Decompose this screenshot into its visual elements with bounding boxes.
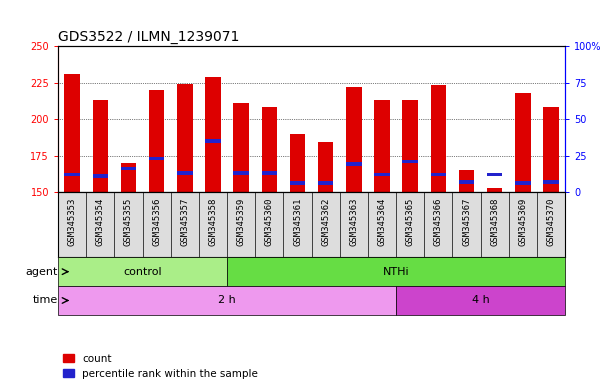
Text: GSM345356: GSM345356 xyxy=(152,197,161,246)
Text: GSM345364: GSM345364 xyxy=(378,197,387,246)
Bar xyxy=(149,157,164,160)
Bar xyxy=(262,108,277,192)
Bar xyxy=(515,181,531,185)
Bar xyxy=(459,170,474,192)
Bar xyxy=(346,87,362,192)
Text: GSM345367: GSM345367 xyxy=(462,197,471,246)
Bar xyxy=(177,84,192,192)
Text: GSM345361: GSM345361 xyxy=(293,197,302,246)
Text: GSM345369: GSM345369 xyxy=(518,197,527,246)
Bar xyxy=(290,181,306,185)
Bar xyxy=(92,174,108,178)
Text: GSM345357: GSM345357 xyxy=(180,197,189,246)
Text: GSM345362: GSM345362 xyxy=(321,197,330,246)
Text: GSM345368: GSM345368 xyxy=(490,197,499,246)
Bar xyxy=(233,103,249,192)
Bar xyxy=(58,286,396,315)
Bar xyxy=(177,171,192,175)
Text: GSM345366: GSM345366 xyxy=(434,197,443,246)
Bar xyxy=(205,139,221,143)
Bar xyxy=(431,86,446,192)
Text: GSM345355: GSM345355 xyxy=(124,197,133,246)
Bar xyxy=(262,171,277,175)
Bar xyxy=(227,257,565,286)
Bar xyxy=(543,108,559,192)
Text: GSM345363: GSM345363 xyxy=(349,197,359,246)
Text: GSM345354: GSM345354 xyxy=(96,197,105,246)
Bar xyxy=(64,74,80,192)
Bar xyxy=(403,100,418,192)
Bar xyxy=(121,167,136,170)
Text: control: control xyxy=(123,266,162,277)
Bar xyxy=(375,173,390,176)
Bar xyxy=(431,173,446,176)
Bar xyxy=(149,90,164,192)
Bar xyxy=(121,163,136,192)
Bar xyxy=(346,162,362,166)
Bar xyxy=(396,286,565,315)
Text: GSM345370: GSM345370 xyxy=(547,197,555,246)
Text: NTHi: NTHi xyxy=(383,266,409,277)
Bar xyxy=(205,77,221,192)
Text: agent: agent xyxy=(26,266,58,277)
Text: 4 h: 4 h xyxy=(472,295,489,306)
Text: GSM345359: GSM345359 xyxy=(236,197,246,246)
Bar xyxy=(403,159,418,163)
Text: 2 h: 2 h xyxy=(218,295,236,306)
Text: GSM345360: GSM345360 xyxy=(265,197,274,246)
Text: GSM345353: GSM345353 xyxy=(68,197,76,246)
Bar xyxy=(515,93,531,192)
Bar xyxy=(290,134,306,192)
Bar xyxy=(92,100,108,192)
Text: time: time xyxy=(33,295,58,306)
Bar xyxy=(487,188,502,192)
Bar xyxy=(375,100,390,192)
Bar xyxy=(318,142,334,192)
Text: GSM345358: GSM345358 xyxy=(208,197,218,246)
Bar xyxy=(459,180,474,184)
Bar xyxy=(318,181,334,185)
Bar xyxy=(233,171,249,175)
Legend: count, percentile rank within the sample: count, percentile rank within the sample xyxy=(64,354,258,379)
Bar xyxy=(543,180,559,184)
Text: GSM345365: GSM345365 xyxy=(406,197,415,246)
Bar xyxy=(58,257,227,286)
Bar xyxy=(64,173,80,176)
Text: GDS3522 / ILMN_1239071: GDS3522 / ILMN_1239071 xyxy=(58,30,240,44)
Bar xyxy=(487,173,502,176)
